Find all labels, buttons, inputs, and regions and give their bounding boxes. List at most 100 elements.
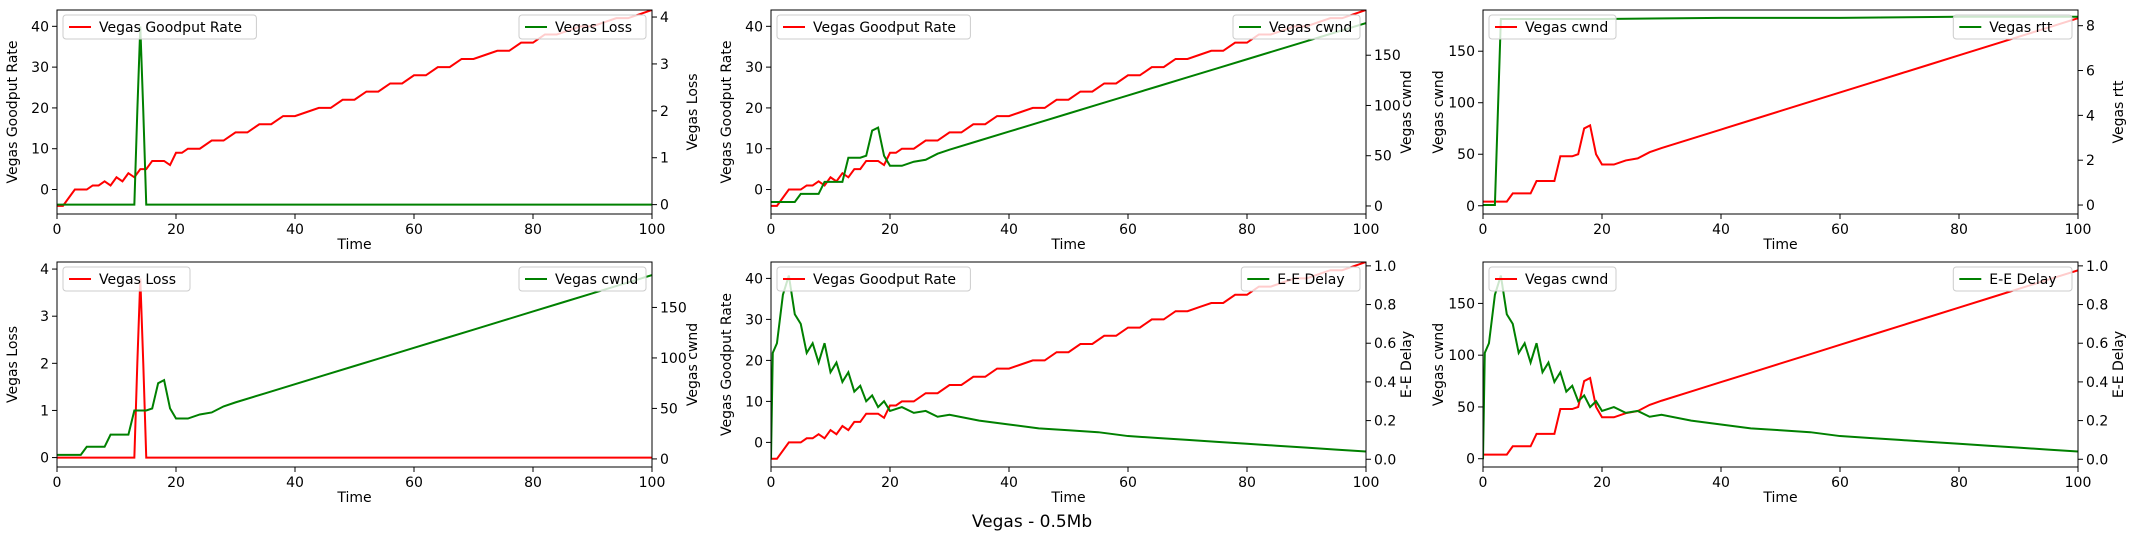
subplot-5: 0 20 40 60 80 100 Time 0 10 20 30 40 Vegas Goodput R… xyxy=(719,259,1415,506)
left-y-tick-label: 30 xyxy=(31,60,49,76)
subplot-2: 0 20 40 60 80 100 Time 0 10 20 30 40 Vegas Goodput R… xyxy=(719,9,1415,253)
left-y-tick-label: 100 xyxy=(1448,348,1475,364)
right-y-axis-label: Vegas cwnd xyxy=(1399,70,1415,153)
left-y-axis-label: Vegas Goodput Rate xyxy=(719,41,735,184)
right-y-tick-label: 0.4 xyxy=(2086,375,2108,391)
right-y-tick-label: 0.0 xyxy=(2086,452,2108,468)
axes-frame xyxy=(56,9,653,215)
right-y-tick-label: 0.6 xyxy=(1374,336,1396,352)
x-tick-label: 40 xyxy=(1000,222,1018,238)
legend-left: Vegas cwnd xyxy=(1488,266,1617,292)
right-y-tick-label: 1.0 xyxy=(2086,259,2108,275)
x-axis-label: Time xyxy=(1050,237,1085,253)
legend-box xyxy=(776,266,971,292)
x-tick-label: 80 xyxy=(1238,222,1256,238)
legend-label: Vegas cwnd xyxy=(1525,272,1608,288)
x-tick-label: 60 xyxy=(1119,222,1137,238)
x-tick-label: 80 xyxy=(1238,475,1256,491)
right-y-tick-label: 0 xyxy=(2086,198,2095,214)
legend-box xyxy=(776,14,971,40)
x-tick-label: 0 xyxy=(1479,222,1488,238)
legend-label: Vegas Goodput Rate xyxy=(99,20,242,36)
right-y-tick-label: 0 xyxy=(1374,199,1383,215)
left-y-tick-label: 0 xyxy=(40,451,49,467)
left-y-tick-label: 0 xyxy=(754,435,763,451)
legend-right: E-E Delay xyxy=(1240,266,1361,292)
x-tick-label: 0 xyxy=(53,222,62,238)
legend-label: Vegas rtt xyxy=(1989,20,2053,36)
x-tick-label: 0 xyxy=(53,475,62,491)
legend-label: Vegas cwnd xyxy=(1525,20,1608,36)
legend-right: Vegas rtt xyxy=(1952,14,2073,40)
series-line-right xyxy=(57,26,652,206)
legend-label: E-E Delay xyxy=(1277,272,1344,288)
x-tick-label: 100 xyxy=(2065,222,2092,238)
right-y-tick-label: 0 xyxy=(660,452,669,468)
legend-label: Vegas Goodput Rate xyxy=(813,272,956,288)
right-y-tick-label: 3 xyxy=(660,57,669,73)
left-y-tick-label: 50 xyxy=(1457,147,1475,163)
left-y-tick-label: 150 xyxy=(1448,296,1475,312)
x-tick-label: 100 xyxy=(1353,222,1380,238)
legend-left: Vegas Goodput Rate xyxy=(776,266,971,292)
x-tick-label: 40 xyxy=(1712,475,1730,491)
x-axis-label: Time xyxy=(336,237,371,253)
axes-frame xyxy=(1482,261,2079,468)
right-y-axis-label: Vegas cwnd xyxy=(685,323,701,406)
figure-suptitle: Vegas - 0.5Mb xyxy=(972,512,1092,532)
left-y-tick-label: 100 xyxy=(1448,96,1475,112)
x-tick-label: 100 xyxy=(2065,475,2092,491)
series-line-right xyxy=(1483,275,2078,460)
series-line-left xyxy=(57,278,652,459)
legend-left: Vegas Goodput Rate xyxy=(62,14,257,40)
right-y-tick-label: 0.2 xyxy=(2086,414,2108,430)
x-tick-label: 20 xyxy=(1593,475,1611,491)
x-tick-label: 20 xyxy=(881,475,899,491)
left-y-tick-label: 20 xyxy=(745,101,763,117)
right-y-tick-label: 100 xyxy=(660,351,687,367)
axes-frame xyxy=(770,261,1367,468)
x-tick-label: 100 xyxy=(639,475,666,491)
left-y-tick-label: 40 xyxy=(745,19,763,35)
right-y-tick-label: 0.0 xyxy=(1374,452,1396,468)
legend-box xyxy=(1488,14,1617,40)
legend-label: Vegas Goodput Rate xyxy=(813,20,956,36)
left-y-tick-label: 0 xyxy=(1466,452,1475,468)
x-tick-label: 80 xyxy=(524,475,542,491)
right-y-tick-label: 0.2 xyxy=(1374,414,1396,430)
right-y-axis-label: E-E Delay xyxy=(1399,331,1415,398)
x-tick-label: 100 xyxy=(639,222,666,238)
x-tick-label: 100 xyxy=(1353,475,1380,491)
right-y-axis-label: Vegas rtt xyxy=(2111,80,2127,144)
right-y-tick-label: 2 xyxy=(660,104,669,120)
legend-label: E-E Delay xyxy=(1989,272,2056,288)
right-y-tick-label: 0.4 xyxy=(1374,375,1396,391)
right-y-tick-label: 150 xyxy=(1374,48,1401,64)
legend-right: Vegas Loss xyxy=(518,14,647,40)
x-tick-label: 40 xyxy=(1000,475,1018,491)
right-y-tick-label: 50 xyxy=(1374,149,1392,165)
left-y-tick-label: 2 xyxy=(40,356,49,372)
left-y-axis-label: Vegas Goodput Rate xyxy=(5,41,21,184)
x-tick-label: 60 xyxy=(1119,475,1137,491)
x-tick-label: 20 xyxy=(167,475,185,491)
x-tick-label: 0 xyxy=(767,222,776,238)
x-tick-label: 60 xyxy=(1831,475,1849,491)
legend-left: Vegas Goodput Rate xyxy=(776,14,971,40)
left-y-tick-label: 50 xyxy=(1457,400,1475,416)
series-line-left xyxy=(1483,17,2078,203)
right-y-axis-label: E-E Delay xyxy=(2111,331,2127,398)
legend-box xyxy=(1488,266,1617,292)
legend-left: Vegas cwnd xyxy=(1488,14,1617,40)
left-y-axis-label: Vegas cwnd xyxy=(1431,70,1447,153)
right-y-tick-label: 150 xyxy=(660,300,687,316)
right-y-tick-label: 1 xyxy=(660,151,669,167)
left-y-tick-label: 0 xyxy=(1466,199,1475,215)
series-line-right xyxy=(771,22,1366,203)
x-tick-label: 40 xyxy=(286,475,304,491)
x-tick-label: 0 xyxy=(1479,475,1488,491)
axes-frame xyxy=(1482,9,2079,215)
